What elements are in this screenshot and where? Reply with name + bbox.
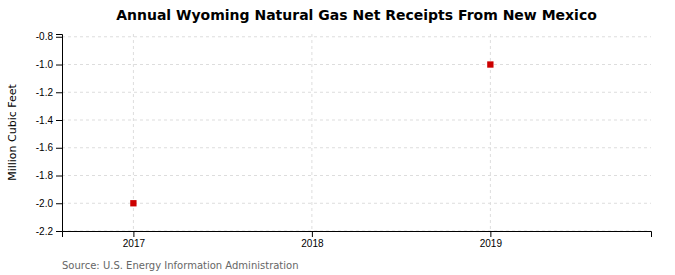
grid-line	[62, 203, 651, 204]
tick: -1.2	[36, 87, 62, 98]
points	[130, 61, 493, 206]
grid-line	[311, 34, 312, 231]
point	[487, 61, 493, 67]
tick: -1.4	[36, 115, 62, 126]
tick-mark	[56, 148, 62, 149]
source-note: Source: U.S. Energy Information Administ…	[62, 260, 299, 271]
x-axis: 2017 2018 2019	[63, 231, 652, 249]
title: Annual Wyoming Natural Gas Net Receipts …	[116, 7, 597, 23]
axis-line	[63, 232, 652, 238]
tick-label: -0.8	[36, 31, 54, 42]
tick-label: -2.0	[36, 198, 54, 209]
tick-mark	[56, 120, 62, 121]
tick-label: -1.0	[36, 59, 54, 70]
tick-mark	[133, 231, 134, 237]
plot: 2017 2018 2019 -2.2 -2.0 -1.8 -1.6 -1.4 -1.2 -1.0…	[36, 31, 652, 249]
tick-label: -2.2	[36, 226, 54, 237]
tick: -1.0	[36, 59, 62, 70]
tick-label: -1.2	[36, 87, 54, 98]
tick-mark	[56, 176, 62, 177]
grid-line	[62, 147, 651, 148]
tick: 2019	[480, 231, 503, 249]
tick: -2.0	[36, 198, 62, 209]
grid	[62, 34, 651, 231]
y-axis-title: Million Cubic Feet	[6, 83, 19, 180]
tick-label: 2019	[480, 238, 503, 249]
tick-mark	[56, 65, 62, 66]
tick-label: -1.8	[36, 170, 54, 181]
point	[130, 200, 136, 206]
tick: -1.8	[36, 170, 62, 181]
tick-mark	[56, 37, 62, 38]
grid-line	[62, 64, 651, 65]
tick-label: -1.4	[36, 115, 54, 126]
tick: -2.2	[36, 226, 62, 237]
tick: 2018	[301, 231, 324, 249]
grid-line	[62, 36, 651, 37]
tick-mark	[490, 231, 491, 237]
axis-line	[56, 35, 63, 232]
tick-label: 2018	[301, 238, 324, 249]
tick: -1.6	[36, 142, 62, 153]
chart: 2017 2018 2019 -2.2 -2.0 -1.8 -1.6 -1.4 -1.2 -1.0…	[0, 0, 675, 275]
grid-line	[62, 120, 651, 121]
tick-label: -1.6	[36, 142, 54, 153]
y-axis: -2.2 -2.0 -1.8 -1.6 -1.4 -1.2 -1.0 -0.8	[36, 31, 63, 236]
tick-mark	[56, 92, 62, 93]
tick-mark	[56, 203, 62, 204]
tick-mark	[56, 231, 62, 232]
tick: 2017	[123, 231, 146, 249]
tick-label: 2017	[123, 238, 146, 249]
tick-mark	[312, 231, 313, 237]
grid-line	[62, 92, 651, 93]
tick: -0.8	[36, 31, 62, 42]
grid-line	[62, 175, 651, 176]
